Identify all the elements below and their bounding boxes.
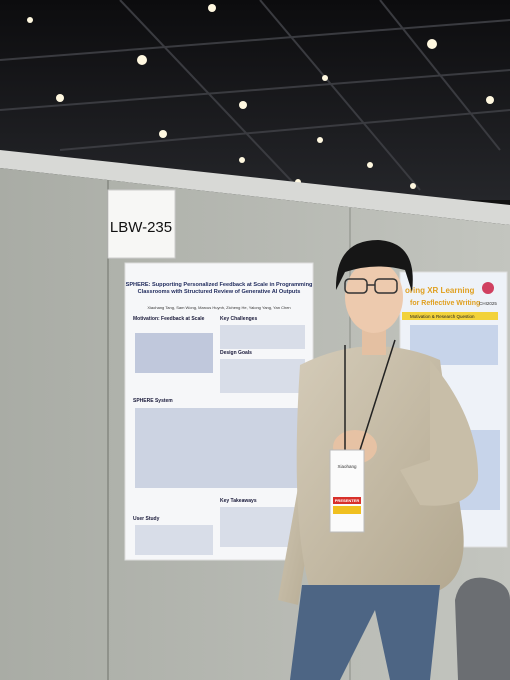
booth-number: LBW-235 <box>110 219 172 236</box>
hair <box>335 240 413 292</box>
board-top-rail <box>0 150 510 225</box>
poster-section: User Study <box>133 516 160 522</box>
badge-name: Xiaohang <box>337 464 357 469</box>
jeans <box>290 585 440 680</box>
poster-title: SPHERE: Supporting Personalized Feedback… <box>126 282 313 288</box>
ceiling-trusses <box>0 0 510 191</box>
ceiling-lights <box>27 4 494 189</box>
badge-role: PRESENTER <box>335 498 360 503</box>
right-arm <box>400 360 479 506</box>
venue-label: CHI2025 <box>479 301 497 306</box>
name-badge <box>329 449 365 533</box>
poster-figures <box>135 325 305 555</box>
poster-section: Motivation & Research Question <box>410 314 475 319</box>
backpack <box>455 577 510 680</box>
section-bar <box>402 312 498 320</box>
left-poster: SPHERE: Supporting Personalized Feedback… <box>124 262 314 561</box>
poster-section: Motivation: Feedback at Scale <box>133 316 205 322</box>
lanyard <box>359 339 396 451</box>
poster-section: Key Takeaways <box>220 498 257 504</box>
poster-section: Key Challenges <box>220 316 257 322</box>
face <box>345 261 403 333</box>
glasses <box>344 278 398 294</box>
poster-section: SPHERE System <box>133 398 173 404</box>
venue-logo <box>482 282 494 294</box>
poster-title: for Reflective Writing <box>410 300 480 307</box>
booth-sign <box>107 189 176 259</box>
badge-ribbon <box>333 506 361 514</box>
poster-authors: Xiaohang Tang, Sam Wong, Marcus Huynh, Z… <box>147 305 290 310</box>
poster-title: oring XR Learning <box>405 286 474 295</box>
poster-title: Classrooms with Structured Review of Gen… <box>138 289 301 295</box>
person: Xiaohang PRESENTER <box>278 240 479 680</box>
badge-ribbon <box>333 497 361 504</box>
poster-section: Design Goals <box>220 350 252 356</box>
